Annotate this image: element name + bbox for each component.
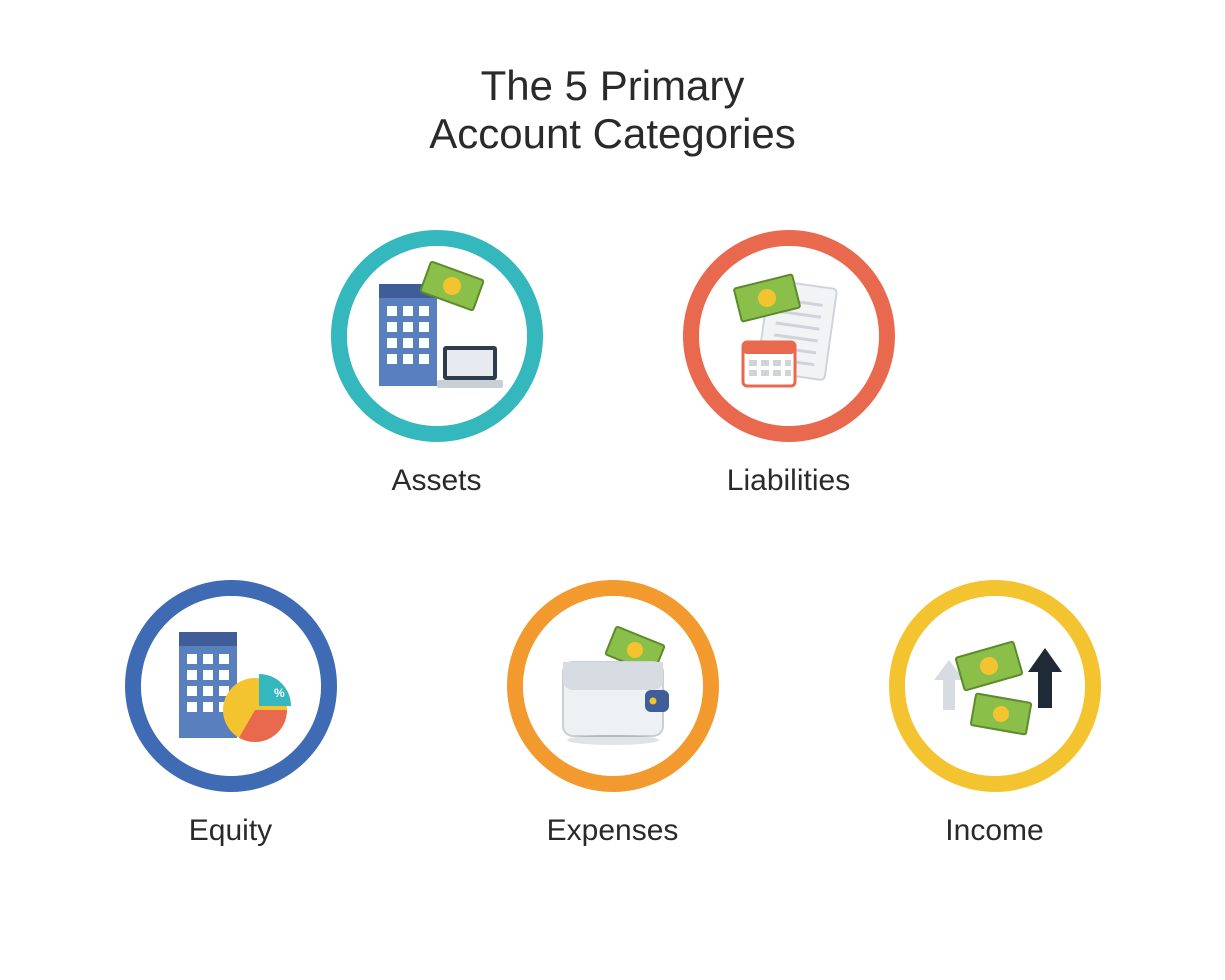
row-top: Assets xyxy=(0,230,1225,498)
title-line1: The 5 Primary xyxy=(0,62,1225,110)
page-title: The 5 Primary Account Categories xyxy=(0,62,1225,159)
equity-icon: % xyxy=(151,606,311,766)
ring-assets xyxy=(331,230,543,442)
title-line2: Account Categories xyxy=(0,110,1225,158)
ring-inner-liabilities xyxy=(699,246,879,426)
ring-income xyxy=(889,580,1101,792)
infographic-canvas: The 5 Primary Account Categories xyxy=(0,0,1225,980)
expenses-icon xyxy=(533,606,693,766)
liabilities-icon xyxy=(709,256,869,416)
assets-icon xyxy=(357,256,517,416)
item-equity: % Equity xyxy=(125,580,337,848)
svg-text:%: % xyxy=(274,686,285,700)
item-income: Income xyxy=(889,580,1101,848)
ring-inner-expenses xyxy=(523,596,703,776)
item-expenses: Expenses xyxy=(507,580,719,848)
label-assets: Assets xyxy=(391,464,481,498)
ring-inner-income xyxy=(905,596,1085,776)
ring-inner-assets xyxy=(347,246,527,426)
label-expenses: Expenses xyxy=(547,814,679,848)
label-equity: Equity xyxy=(189,814,272,848)
income-icon xyxy=(915,606,1075,766)
item-assets: Assets xyxy=(331,230,543,498)
ring-inner-equity: % xyxy=(141,596,321,776)
ring-expenses xyxy=(507,580,719,792)
ring-equity: % xyxy=(125,580,337,792)
ring-liabilities xyxy=(683,230,895,442)
label-liabilities: Liabilities xyxy=(727,464,850,498)
label-income: Income xyxy=(945,814,1043,848)
item-liabilities: Liabilities xyxy=(683,230,895,498)
row-bottom: % Equity xyxy=(0,580,1225,848)
